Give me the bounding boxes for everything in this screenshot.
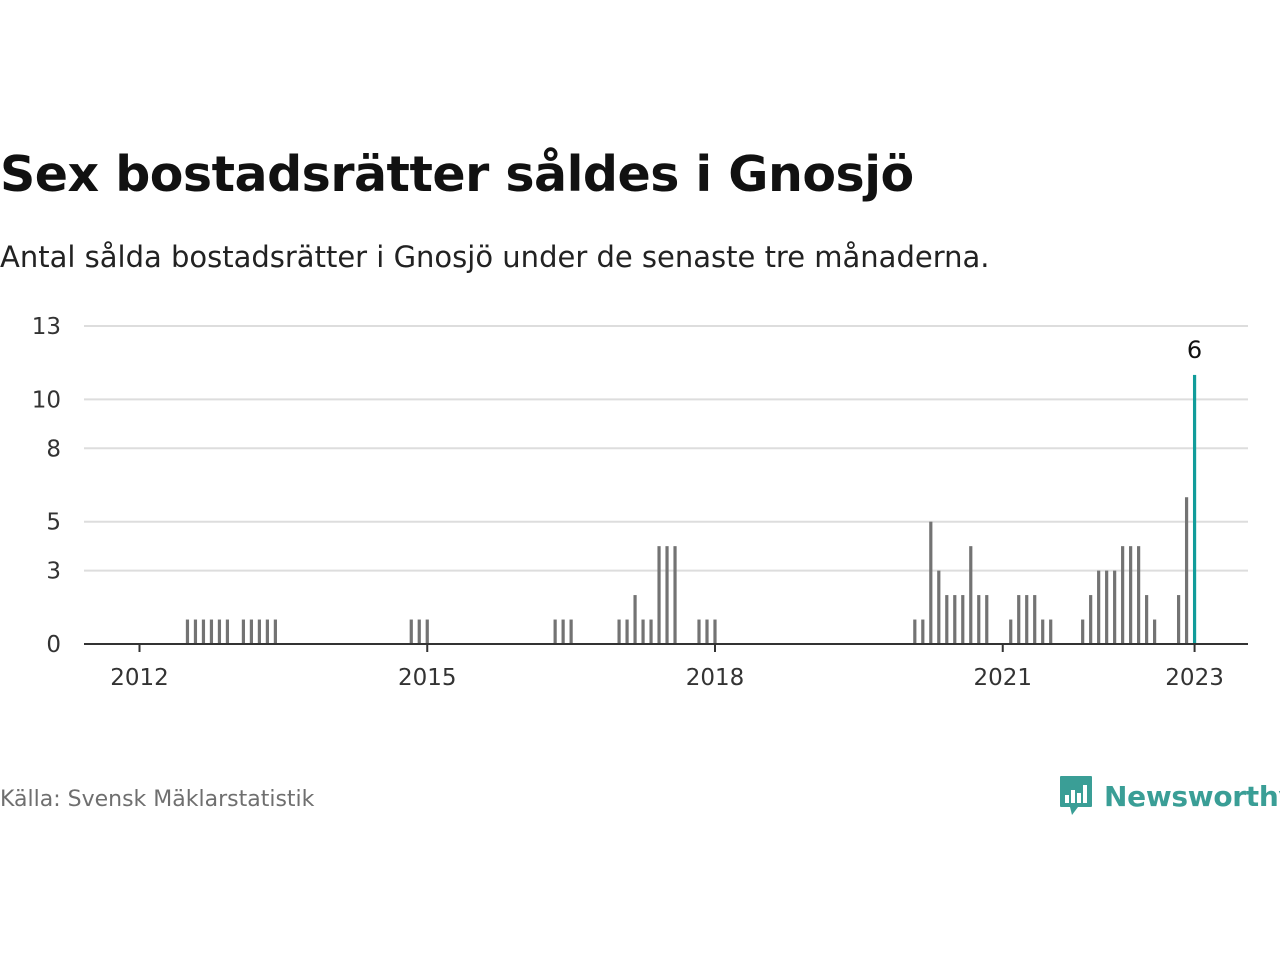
bar	[217, 619, 222, 644]
bar	[953, 595, 957, 644]
bar	[1129, 546, 1133, 644]
x-tick-label: 2023	[1165, 665, 1224, 691]
bar	[417, 619, 421, 644]
y-tick-label: 3	[46, 559, 61, 585]
x-tick-label: 2015	[398, 665, 457, 691]
x-tick-label: 2012	[110, 665, 169, 691]
brand-name: Newsworthy	[1104, 779, 1280, 813]
bar	[617, 619, 621, 644]
bar	[225, 619, 230, 644]
bar	[705, 619, 709, 644]
bar	[1184, 497, 1189, 644]
chart-subtitle: Antal sålda bostadsrätter i Gnosjö under…	[0, 240, 990, 274]
bar	[713, 619, 717, 644]
bar	[241, 619, 246, 644]
bar	[1097, 570, 1101, 644]
bar	[1033, 595, 1037, 644]
bar	[1113, 570, 1117, 644]
bar	[673, 546, 677, 644]
x-tick-label: 2018	[686, 665, 745, 691]
bar	[625, 619, 629, 644]
newsworthy-logo[interactable]: Newsworthy	[1058, 774, 1280, 818]
bar	[633, 595, 637, 644]
bar	[409, 619, 413, 644]
chart-title: Sex bostadsrätter såldes i Gnosjö	[0, 146, 914, 203]
bar	[561, 619, 565, 644]
bar	[929, 521, 933, 644]
y-tick-label: 5	[46, 510, 61, 536]
bar	[697, 619, 701, 644]
y-tick-label: 0	[46, 632, 61, 658]
y-tick-label: 13	[32, 314, 61, 340]
bar	[569, 619, 573, 644]
bar	[1089, 595, 1093, 644]
bar	[961, 595, 965, 644]
bar	[209, 619, 214, 644]
x-tick-label: 2021	[973, 665, 1032, 691]
bar	[1105, 570, 1109, 644]
bar	[201, 619, 206, 644]
bar	[1041, 619, 1045, 644]
highlight-value-label: 6	[1187, 336, 1202, 364]
bar	[1121, 546, 1125, 644]
bar	[985, 595, 989, 644]
bar	[265, 619, 269, 644]
bar	[977, 595, 981, 644]
bar	[1025, 595, 1029, 644]
source-note: Källa: Svensk Mäklarstatistik	[0, 787, 315, 812]
bar-chart-speech-bubble-icon	[1060, 776, 1092, 815]
bar	[945, 595, 949, 644]
bar	[257, 619, 261, 644]
bar	[1176, 595, 1181, 644]
bar	[1137, 546, 1141, 644]
bar	[649, 619, 653, 644]
bar	[425, 619, 429, 644]
bar	[1145, 595, 1149, 644]
bar	[913, 619, 917, 644]
bar	[193, 619, 198, 644]
bar	[969, 546, 973, 644]
bar	[273, 619, 277, 644]
bar	[937, 570, 941, 644]
bar-chart: 0 3 5 8 10 13 2012 2015 2018 2021 2023 6	[32, 314, 1248, 691]
bar	[1017, 595, 1021, 644]
y-tick-label: 10	[32, 387, 61, 413]
bar	[185, 619, 190, 644]
bar	[665, 546, 669, 644]
bar	[1153, 619, 1157, 644]
bar	[1081, 619, 1085, 644]
y-tick-label: 8	[46, 436, 61, 462]
bar	[657, 546, 661, 644]
bar	[1009, 619, 1013, 644]
bar	[921, 619, 925, 644]
bar	[641, 619, 645, 644]
bar	[1049, 619, 1053, 644]
highlight-bar	[1192, 374, 1197, 644]
bar	[553, 619, 557, 644]
bar	[249, 619, 254, 644]
